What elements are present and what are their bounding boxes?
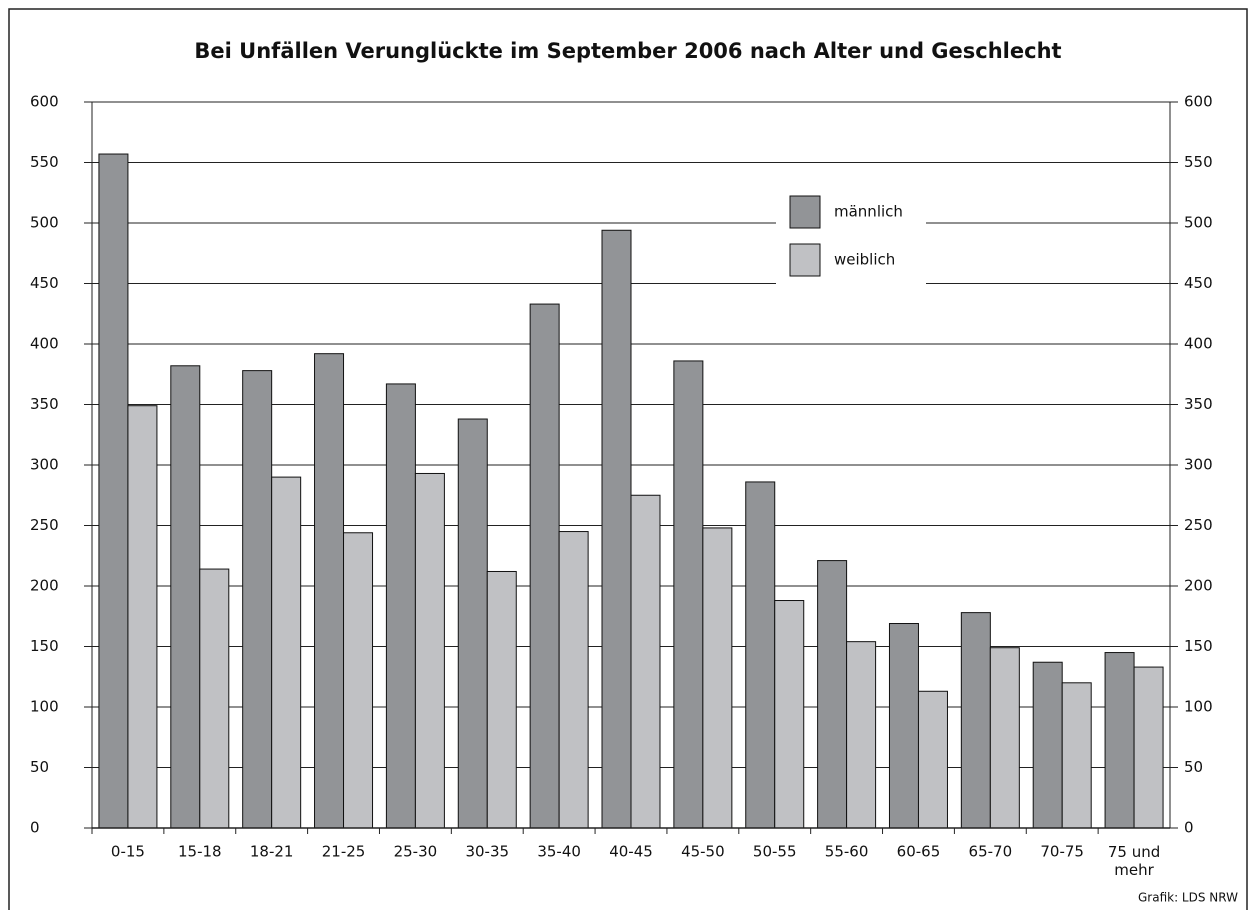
- x-tick-label: 45-50: [681, 843, 725, 861]
- y2-tick-label: 150: [1184, 637, 1213, 655]
- y-tick-label: 350: [30, 395, 59, 413]
- x-tick-label: 21-25: [322, 843, 366, 861]
- x-tick-label: 55-60: [825, 843, 869, 861]
- y2-tick-label: 50: [1184, 758, 1203, 776]
- y2-tick-label: 600: [1184, 93, 1213, 111]
- x-tick-label: 70-75: [1040, 843, 1084, 861]
- chart-title: Bei Unfällen Verunglückte im September 2…: [194, 39, 1061, 63]
- y2-tick-label: 550: [1184, 153, 1213, 171]
- x-tick-label: 40-45: [609, 843, 653, 861]
- y2-tick-label: 300: [1184, 456, 1213, 474]
- bar: [630, 494, 661, 829]
- bar: [774, 600, 805, 829]
- bar: [1032, 661, 1063, 829]
- bar: [558, 531, 589, 829]
- bar: [745, 481, 776, 829]
- legend-label: männlich: [834, 203, 903, 221]
- y-tick-label: 300: [30, 456, 59, 474]
- y2-tick-label: 400: [1184, 335, 1213, 353]
- bar: [673, 360, 704, 829]
- bar: [457, 418, 488, 829]
- x-tick-label: 65-70: [969, 843, 1013, 861]
- bar: [127, 405, 158, 829]
- bar: [989, 647, 1020, 829]
- y-tick-label: 50: [30, 758, 49, 776]
- y2-tick-label: 250: [1184, 516, 1213, 534]
- bar: [98, 153, 129, 829]
- bar: [486, 570, 517, 829]
- x-tick-label: 60-65: [897, 843, 941, 861]
- bar: [271, 476, 302, 829]
- x-tick-label: 25-30: [394, 843, 438, 861]
- source: Grafik: LDS NRW: [1138, 891, 1238, 905]
- y-tick-label: 150: [30, 637, 59, 655]
- bar: [846, 641, 877, 829]
- bar: [414, 472, 445, 829]
- bar: [385, 383, 416, 829]
- bar: [817, 560, 848, 829]
- y-tick-label: 500: [30, 214, 59, 232]
- bar: [702, 527, 733, 829]
- y2-tick-label: 200: [1184, 577, 1213, 595]
- frame: [8, 8, 1248, 910]
- bar: [529, 303, 560, 829]
- y-tick-label: 250: [30, 516, 59, 534]
- x-tick-label: 0-15: [111, 843, 145, 861]
- y2-tick-label: 100: [1184, 698, 1213, 716]
- y-tick-label: 100: [30, 698, 59, 716]
- y-tick-label: 0: [30, 819, 40, 837]
- bar: [1104, 652, 1135, 829]
- y-tick-label: 600: [30, 93, 59, 111]
- x-tick-label: 30-35: [465, 843, 509, 861]
- bar: [242, 370, 273, 829]
- x-tick-label: 50-55: [753, 843, 797, 861]
- bar: [199, 568, 230, 829]
- y2-tick-label: 450: [1184, 274, 1213, 292]
- legend-swatch: [789, 243, 821, 277]
- y-tick-label: 550: [30, 153, 59, 171]
- bar: [314, 353, 345, 829]
- bar: [601, 229, 632, 829]
- bar: [1061, 682, 1092, 829]
- bar: [1133, 666, 1164, 829]
- y-tick-label: 400: [30, 335, 59, 353]
- bar: [343, 532, 374, 829]
- x-tick-label: 15-18: [178, 843, 222, 861]
- bar: [888, 623, 919, 829]
- y-tick-label: 450: [30, 274, 59, 292]
- legend-label: weiblich: [834, 251, 895, 269]
- bar: [960, 612, 991, 829]
- x-tick-label: 18-21: [250, 843, 294, 861]
- y-tick-label: 200: [30, 577, 59, 595]
- bar: [170, 365, 201, 829]
- x-tick-label: 75 und mehr: [1108, 843, 1160, 879]
- legend-swatch: [789, 195, 821, 229]
- y2-tick-label: 0: [1184, 819, 1194, 837]
- y2-tick-label: 350: [1184, 395, 1213, 413]
- y2-tick-label: 500: [1184, 214, 1213, 232]
- x-tick-label: 35-40: [537, 843, 581, 861]
- bar: [917, 690, 948, 829]
